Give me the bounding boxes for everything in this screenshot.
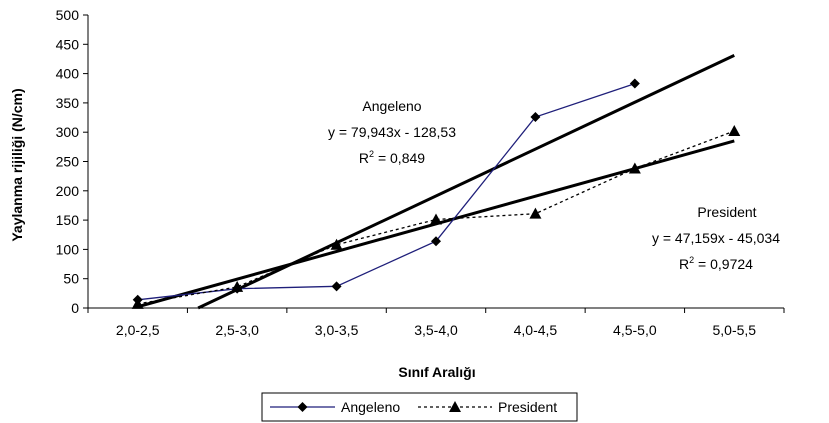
data-point-president bbox=[330, 238, 343, 250]
legend: Angeleno President bbox=[261, 392, 578, 422]
annotation-angeleno-r2-value: = 0,849 bbox=[374, 150, 425, 166]
annotation-angeleno-r2: R2 = 0,849 bbox=[359, 149, 425, 166]
data-point-angeleno bbox=[530, 111, 541, 122]
annotation-angeleno-r2-sup: 2 bbox=[369, 149, 374, 159]
annotation-president-equation: y = 47,159x - 45,034 bbox=[652, 230, 780, 246]
x-tick-label: 3,5-4,0 bbox=[414, 322, 458, 338]
y-tick-label: 50 bbox=[63, 271, 79, 287]
data-point-angeleno bbox=[629, 78, 640, 89]
series-line-angeleno bbox=[137, 82, 636, 301]
annotation-angeleno: Angeleno y = 79,943x - 128,53 R2 = 0,849 bbox=[328, 98, 456, 166]
data-series bbox=[131, 78, 741, 309]
data-point-president bbox=[728, 125, 741, 137]
y-tick-label: 200 bbox=[56, 183, 80, 199]
x-tick-label: 3,0-3,5 bbox=[315, 322, 359, 338]
annotation-president-r2-value: = 0,9724 bbox=[694, 256, 753, 272]
y-tick-label: 100 bbox=[56, 241, 80, 257]
data-point-president bbox=[529, 207, 542, 219]
annotation-angeleno-equation: y = 79,943x - 128,53 bbox=[328, 124, 456, 140]
y-tick-label: 450 bbox=[56, 36, 80, 52]
annotation-angeleno-title: Angeleno bbox=[362, 98, 421, 114]
x-tick-label: 2,5-3,0 bbox=[215, 322, 259, 338]
data-point-angeleno bbox=[431, 236, 441, 247]
annotation-president: President y = 47,159x - 45,034 R2 = 0,97… bbox=[652, 204, 780, 272]
x-axis-title: Sınıf Aralığı bbox=[398, 364, 475, 380]
annotation-president-title: President bbox=[697, 204, 756, 220]
y-tick-label: 0 bbox=[71, 300, 79, 316]
legend-president-label: President bbox=[498, 399, 557, 415]
legend-angeleno-label: Angeleno bbox=[341, 399, 400, 415]
y-tick-label: 400 bbox=[56, 66, 80, 82]
trendlines bbox=[137, 54, 735, 310]
trendline-angeleno bbox=[197, 54, 735, 310]
data-point-president bbox=[628, 162, 641, 174]
legend-president-triangle-marker bbox=[449, 401, 461, 412]
legend-angeleno-diamond-marker bbox=[297, 402, 308, 412]
data-point-president bbox=[430, 213, 442, 225]
x-tick-label: 4,0-4,5 bbox=[514, 322, 558, 338]
data-point-president bbox=[231, 280, 244, 292]
y-tick-label: 300 bbox=[56, 124, 80, 140]
y-axis-title: Yaylanma rijiliği (N/cm) bbox=[9, 88, 25, 241]
annotation-president-r2-sup: 2 bbox=[689, 255, 694, 265]
x-axis: 2,0-2,5 2,5-3,0 3,0-3,5 3,5-4,0 4,0-4,5 4,5-5… bbox=[87, 307, 785, 338]
x-tick-label: 5,0-5,5 bbox=[712, 322, 756, 338]
y-tick-label: 250 bbox=[56, 154, 80, 170]
annotation-president-r2: R2 = 0,9724 bbox=[679, 255, 753, 272]
data-point-president bbox=[131, 297, 144, 309]
data-point-angeleno bbox=[331, 281, 342, 292]
x-tick-label: 4,5-5,0 bbox=[613, 322, 657, 338]
annotation-angeleno-r2-prefix: R bbox=[359, 150, 369, 166]
y-tick-label: 150 bbox=[56, 212, 80, 228]
annotation-president-r2-prefix: R bbox=[679, 256, 689, 272]
x-tick-label: 2,0-2,5 bbox=[116, 322, 160, 338]
y-axis: 0 50 100 150 200 250 300 350 400 450 500 bbox=[56, 7, 89, 316]
y-tick-label: 350 bbox=[56, 95, 80, 111]
y-tick-label: 500 bbox=[56, 7, 80, 23]
